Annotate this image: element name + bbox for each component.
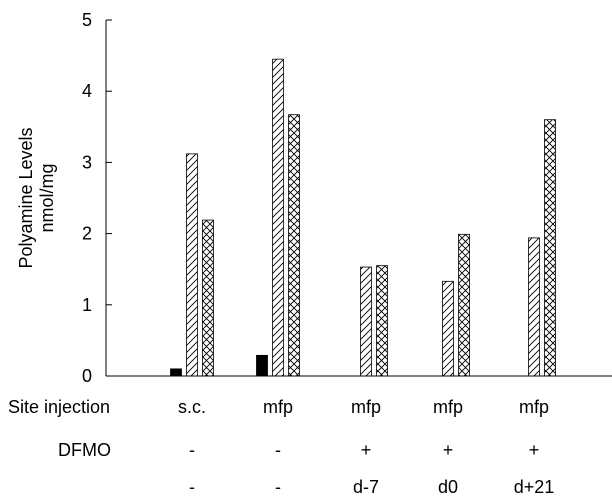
bar	[360, 266, 372, 377]
table-cell: +	[360, 440, 372, 460]
table-cell: +	[528, 440, 540, 460]
y-axis-label-line-1: Polyamine Levels	[16, 127, 36, 269]
y-tick-label: 3	[82, 152, 92, 172]
bar	[528, 237, 540, 377]
y-tick-label: 1	[82, 295, 92, 315]
y-tick-label: 0	[82, 366, 92, 386]
y-tick-label: 5	[82, 10, 92, 30]
bars	[170, 58, 556, 377]
bar	[256, 354, 268, 377]
table-row-label: DFMO	[58, 440, 111, 460]
table-row-label: Site injection	[8, 397, 111, 417]
y-tick-label: 2	[82, 224, 92, 244]
bar	[376, 265, 388, 377]
bar	[272, 58, 284, 377]
table-cell: mfp	[350, 397, 382, 417]
bar	[458, 233, 470, 377]
table-cell: -	[275, 440, 281, 460]
bar	[442, 280, 454, 377]
table-cell: mfp	[518, 397, 550, 417]
table-cell: mfp	[262, 397, 294, 417]
table-cell: s.c.	[177, 397, 207, 417]
table-cell: d0	[437, 477, 459, 497]
table-cell: d-7	[352, 477, 380, 497]
y-axis-label: Polyamine Levels nmol/mg	[16, 123, 58, 273]
bar	[186, 153, 198, 377]
y-axis-label-line-2: nmol/mg	[37, 163, 57, 233]
bar	[202, 219, 214, 377]
bar	[544, 119, 556, 377]
table-cell: -	[275, 477, 281, 497]
bar	[170, 368, 182, 377]
table-cell: +	[442, 440, 454, 460]
table-cell: -	[189, 440, 195, 460]
bar	[288, 114, 300, 377]
y-tick-label: 4	[82, 81, 92, 101]
table-cell: -	[189, 477, 195, 497]
table-cell: mfp	[432, 397, 464, 417]
table-cell: d+21	[513, 477, 555, 497]
